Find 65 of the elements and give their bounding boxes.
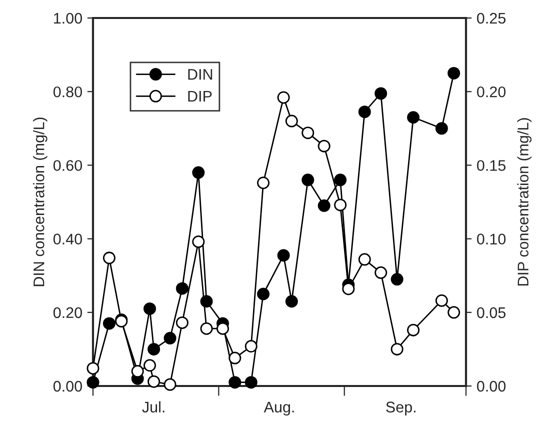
point [192, 235, 205, 248]
point [277, 91, 290, 104]
point [164, 332, 176, 344]
point [200, 322, 213, 335]
point [86, 376, 100, 389]
point [285, 295, 298, 308]
point [318, 140, 330, 152]
legend-label: DIP [188, 90, 212, 102]
point [374, 87, 388, 100]
y-tick-label: 0.80 [53, 86, 82, 98]
point [277, 249, 290, 262]
y2-tick-label: 0.25 [477, 12, 506, 24]
point [374, 266, 388, 279]
point [102, 252, 116, 264]
point [302, 126, 314, 140]
point [257, 176, 270, 190]
y-tick-label: 0.00 [53, 380, 82, 392]
y-tick-label: 0.20 [53, 307, 82, 318]
point [257, 288, 270, 300]
point [244, 376, 258, 389]
point [334, 198, 347, 212]
point [358, 106, 371, 118]
point [144, 302, 156, 315]
y2-tick-label: 0.15 [477, 160, 506, 171]
point [302, 174, 314, 186]
point [390, 273, 404, 286]
point [176, 282, 188, 295]
point [435, 122, 448, 135]
x-tick-label: Aug. [264, 402, 294, 416]
point [131, 365, 144, 378]
legend-label: DIN [188, 69, 212, 80]
point [358, 253, 371, 266]
point [448, 306, 460, 319]
y2-tick-label: 0.20 [477, 86, 506, 98]
x-tick-label: Sep. [386, 402, 416, 416]
point [435, 294, 448, 307]
point [228, 376, 242, 389]
point [407, 111, 420, 124]
y-axis-title: DIN concentration (mg/L) [33, 118, 48, 286]
x-tick-label: Jul. [142, 401, 164, 412]
point [148, 375, 160, 388]
y-tick-label: 1.00 [54, 12, 82, 24]
point [448, 66, 460, 80]
y2-tick-label: 0.10 [477, 234, 506, 244]
point [192, 166, 205, 179]
point [318, 199, 330, 212]
point [148, 342, 160, 356]
y-tick-label: 0.40 [53, 234, 82, 244]
point [285, 114, 298, 128]
point [144, 359, 156, 372]
point [86, 362, 100, 375]
y2-axis-title: DIP concentration (mg/L) [517, 118, 532, 286]
point [228, 352, 242, 364]
point [164, 378, 176, 391]
point [407, 324, 420, 336]
point [342, 282, 355, 296]
point [176, 316, 188, 329]
point [390, 342, 404, 356]
point [102, 317, 116, 330]
y2-tick-label: 0.00 [477, 380, 506, 392]
point [244, 340, 258, 353]
point [216, 322, 229, 335]
point [334, 174, 347, 186]
y2-tick-label: 0.05 [477, 307, 506, 318]
y-tick-label: 0.60 [53, 160, 82, 171]
